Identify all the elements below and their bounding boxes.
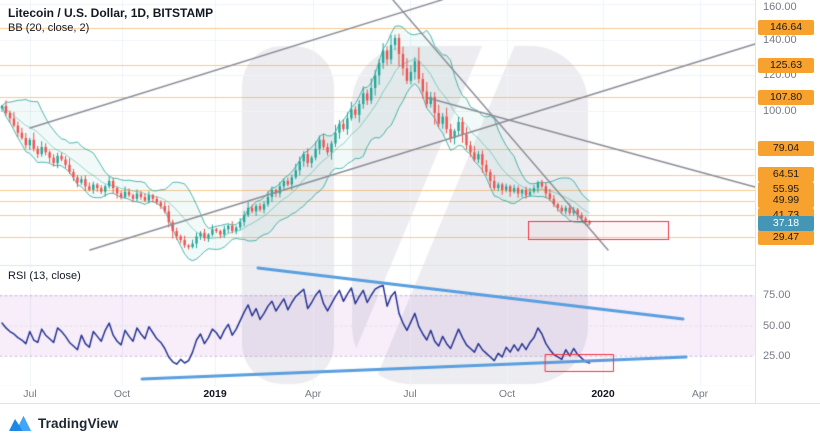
bb-indicator-label[interactable]: BB (20, close, 2) — [8, 22, 90, 34]
price-level-badge: 107.80 — [758, 89, 814, 105]
price-level-badge: 64.51 — [758, 167, 814, 183]
price-axis[interactable]: 160.00 140.00 120.00 100.00 75.00 50.00 25.00 1… — [755, 0, 820, 403]
time-axis[interactable]: Jul Oct 2019 Apr Jul Oct 2020 Apr — [0, 386, 755, 403]
price-axis-tick: 100.00 — [763, 105, 797, 118]
time-axis-label: Jul — [23, 388, 37, 400]
price-level-badge: 79.04 — [758, 141, 814, 157]
time-axis-label: 2020 — [591, 388, 615, 400]
rsi-indicator-label[interactable]: RSI (13, close) — [8, 270, 81, 282]
last-price-badge: 37.18 — [758, 216, 814, 232]
price-level-badge: 49.99 — [758, 193, 814, 209]
rsi-axis-tick: 25.00 — [763, 349, 791, 362]
footer-bar: TradingView — [0, 403, 820, 442]
time-axis-label: Apr — [304, 388, 322, 400]
rsi-axis-tick: 75.00 — [763, 289, 791, 302]
price-axis-tick: 160.00 — [763, 1, 797, 13]
symbol-title[interactable]: Litecoin / U.S. Dollar, 1D, BITSTAMP — [8, 6, 214, 20]
tradingview-logo-icon[interactable] — [9, 415, 31, 431]
price-level-badge: 29.47 — [758, 229, 814, 245]
price-level-badge: 146.64 — [758, 20, 814, 36]
time-axis-label: Jul — [403, 388, 417, 400]
time-axis-label: Oct — [498, 388, 516, 400]
rsi-axis-tick: 50.00 — [763, 319, 791, 332]
rsi-legend: RSI (13, close) — [8, 269, 81, 284]
time-axis-label: Oct — [113, 388, 131, 400]
time-axis-label: Apr — [691, 388, 709, 400]
chart-legend: Litecoin / U.S. Dollar, 1D, BITSTAMP BB … — [8, 5, 213, 36]
tradingview-brand-text[interactable]: TradingView — [38, 415, 119, 431]
price-level-badge: 125.63 — [758, 57, 814, 73]
time-axis-label: 2019 — [203, 388, 227, 400]
price-axis-tick: 140.00 — [763, 33, 797, 46]
price-chart-canvas[interactable] — [0, 0, 820, 403]
